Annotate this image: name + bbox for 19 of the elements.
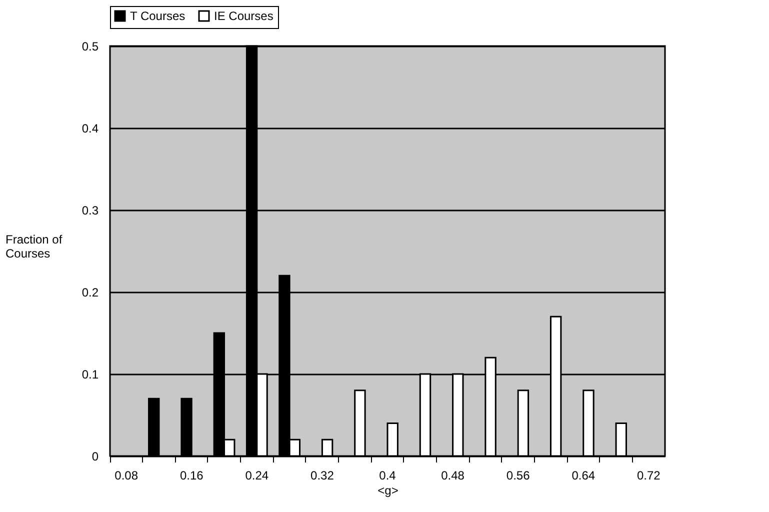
x-tick-label: 0.4 [379,468,396,482]
x-tick-label: 0.24 [245,468,269,482]
x-tick-label: 0.08 [114,468,138,482]
legend-label: T Courses [130,9,186,23]
y-tick-label: 0 [92,450,99,464]
y-tick-label: 0.2 [82,286,99,300]
x-tick-label: 0.56 [506,468,530,482]
y-axis-title: Fraction of Courses [6,232,63,260]
y-tick-label: 0.4 [82,122,99,136]
x-tick-label: 0.72 [636,468,661,482]
x-tick-label: 0.32 [310,468,334,482]
x-tick-label: 0.48 [441,468,465,482]
legend-label: IE Courses [214,9,274,23]
y-tick-label: 0.5 [82,40,99,54]
x-axis-title: <g> [378,484,398,498]
y-tick-label: 0.3 [82,204,99,218]
x-tick-label: 0.64 [572,468,596,482]
x-tick-label: 0.16 [180,468,204,482]
y-tick-label: 0.1 [82,368,99,382]
